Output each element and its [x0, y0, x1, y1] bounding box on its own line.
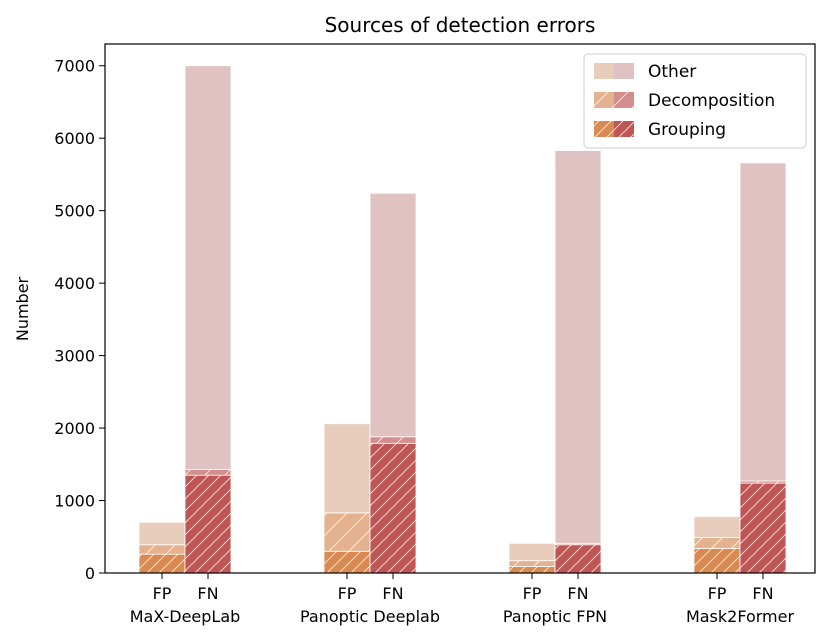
- y-tick-label: 7000: [54, 57, 95, 76]
- bar-hatch-fp-grouping-1: [324, 551, 370, 573]
- y-axis: 0 1000 2000 3000 4000 5000 6000 7000: [54, 57, 105, 583]
- y-tick-label: 3000: [54, 347, 95, 366]
- legend-box: [583, 53, 807, 149]
- bar-fp-other-1: [323, 423, 371, 514]
- x-tick-label-fp: FP: [338, 584, 357, 603]
- bar-fn-other-3: [739, 162, 787, 482]
- bar-hatch-fn-grouping-2: [555, 544, 601, 573]
- y-tick-label: 6000: [54, 129, 95, 148]
- bar-hatch-fp-decomposition-2: [509, 560, 555, 567]
- x-tick-label-fp: FP: [153, 584, 172, 603]
- legend-swatch-hatch: [594, 92, 634, 108]
- x-tick-label-fn: FN: [752, 584, 773, 603]
- x-tick-label-fn: FN: [197, 584, 218, 603]
- legend-label-decomposition: Decomposition: [648, 91, 775, 111]
- x-axis: FP FN MaX-DeepLab FP FN Panoptic Deeplab FP FN P…: [130, 573, 795, 626]
- group-label: Mask2Former: [686, 607, 795, 626]
- bar-fp-other-0: [138, 521, 186, 546]
- x-tick-label-fp: FP: [708, 584, 727, 603]
- group-label: Panoptic Deeplab: [300, 607, 440, 626]
- x-tick-label-fn: FN: [567, 584, 588, 603]
- y-tick-label: 2000: [54, 419, 95, 438]
- bar-fn-other-1: [369, 192, 417, 438]
- bars-layer: [138, 65, 787, 574]
- plot-frame: [104, 43, 816, 574]
- y-tick-label: 4000: [54, 274, 95, 293]
- bar-hatch-fp-grouping-3: [694, 548, 740, 573]
- bar-hatch-fn-decomposition-3: [740, 480, 786, 484]
- x-tick-label-fp: FP: [523, 584, 542, 603]
- legend: Other Decomposition Grouping: [583, 53, 807, 149]
- bar-hatch-fn-grouping-3: [740, 483, 786, 573]
- group-label: Panoptic FPN: [503, 607, 607, 626]
- bar-hatch-fn-decomposition-2: [555, 543, 601, 545]
- bar-hatch-fp-grouping-2: [509, 566, 555, 573]
- legend-label-grouping: Grouping: [648, 120, 726, 140]
- bar-hatch-fp-decomposition-3: [694, 537, 740, 549]
- group-label: MaX-DeepLab: [130, 607, 241, 626]
- legend-swatch-fn-other: [614, 63, 634, 79]
- bar-fp-other-3: [693, 516, 741, 538]
- bar-hatch-fn-grouping-0: [185, 475, 231, 573]
- y-tick-label: 1000: [54, 492, 95, 511]
- bar-hatch-fp-grouping-0: [139, 554, 185, 573]
- bar-hatch-fp-decomposition-0: [139, 544, 185, 555]
- legend-label-other: Other: [648, 62, 696, 82]
- bar-hatch-fn-grouping-1: [370, 443, 416, 573]
- chart-title: Sources of detection errors: [325, 13, 596, 37]
- legend-swatch-hatch: [594, 121, 634, 137]
- bar-fp-other-2: [508, 542, 556, 562]
- y-tick-label: 0: [85, 564, 95, 583]
- bar-hatch-fn-decomposition-0: [185, 469, 231, 476]
- bar-fn-other-0: [184, 65, 232, 470]
- y-axis-label: Number: [13, 276, 32, 341]
- x-tick-label-fn: FN: [382, 584, 403, 603]
- bar-hatch-fn-decomposition-1: [370, 436, 416, 444]
- bar-hatch-fp-decomposition-1: [324, 512, 370, 552]
- y-tick-label: 5000: [54, 202, 95, 221]
- bar-fn-other-2: [554, 150, 602, 544]
- legend-swatch-fp-other: [594, 63, 614, 79]
